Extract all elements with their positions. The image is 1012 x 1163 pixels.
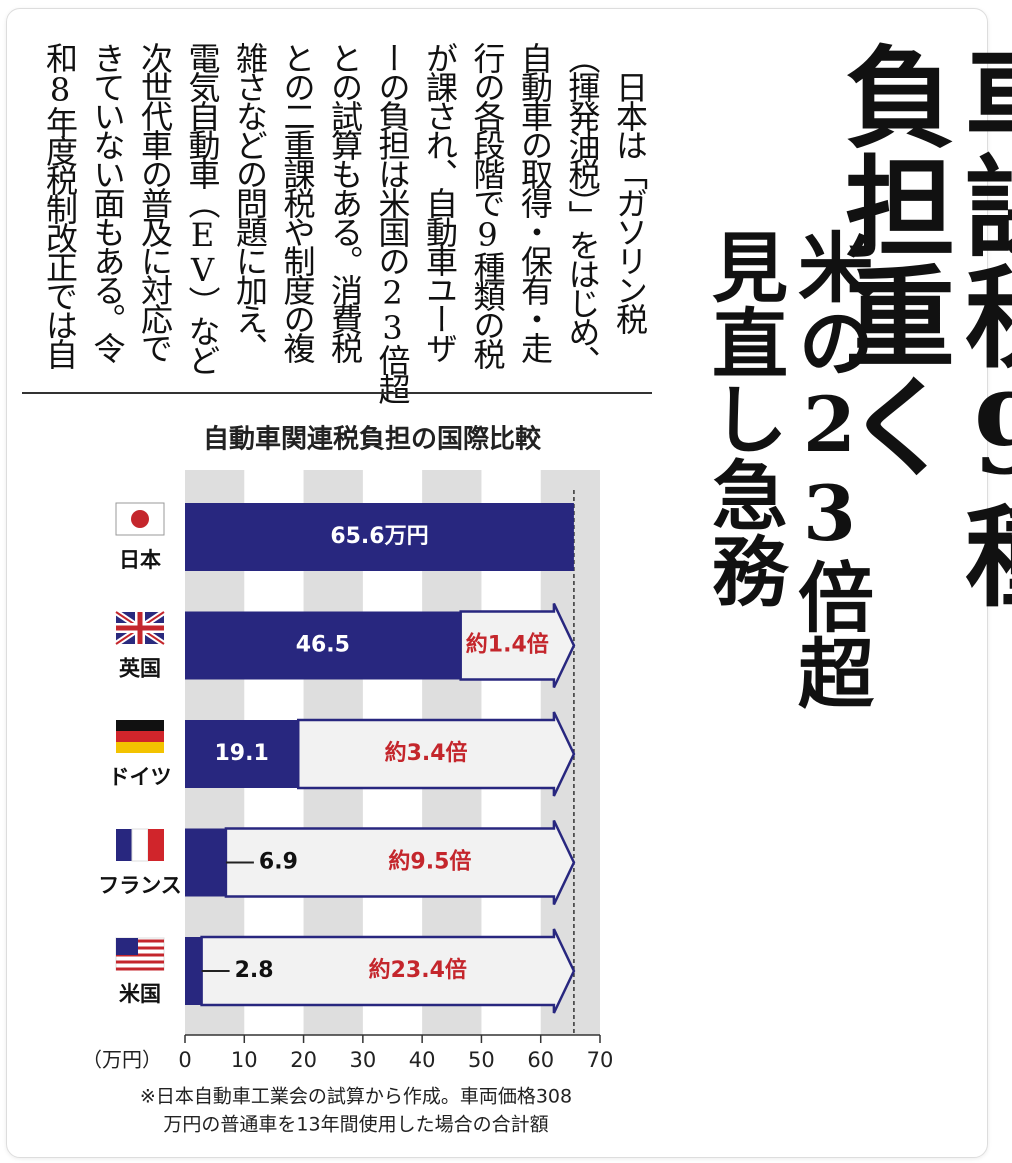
y-tick-label: 米国 — [119, 982, 161, 1006]
article-line: 自動車の取得・保有・走 — [516, 42, 554, 361]
x-tick-label: 10 — [231, 1048, 258, 1072]
article-line: が課され、自動車ユーザ — [421, 42, 459, 361]
ratio-arrow — [459, 602, 576, 689]
note: 万円の普通車を13年間使用した場合の合計額 — [163, 1114, 548, 1136]
ratio-arrow — [200, 928, 576, 1014]
flag-us — [115, 937, 165, 971]
article-line: 雑さなどの問題に加え、 — [231, 42, 269, 361]
y-tick-label: 英国 — [119, 657, 161, 681]
article-line: 日本は「ガソリン税 — [611, 42, 649, 332]
card — [6, 8, 988, 1158]
bar — [185, 720, 299, 788]
headline-part: 車課税9種 — [946, 40, 1012, 609]
value-label: 46.5 — [296, 633, 350, 658]
flag-uk — [114, 609, 166, 647]
y-tick-label: 日本 — [119, 548, 161, 572]
flag-france — [116, 828, 164, 862]
bar — [185, 503, 574, 571]
ratio-arrow — [296, 711, 576, 797]
article-line: 電気自動車（EV）など — [183, 42, 222, 373]
x-tick-label: 50 — [468, 1048, 495, 1072]
x-tick-label: 40 — [409, 1048, 436, 1072]
bar — [185, 828, 226, 897]
bar — [185, 611, 461, 680]
ratio-label: 約23.4倍 — [369, 957, 467, 983]
ratio-label: 約1.4倍 — [466, 632, 549, 658]
headline-part: 負担重く — [826, 40, 955, 480]
ratio-label: 約3.4倍 — [385, 740, 468, 766]
y-tick-label: フランス — [98, 874, 182, 898]
article-line: との試算もある。消費税 — [326, 42, 364, 361]
divider — [22, 392, 652, 394]
article-line: との二重課税や制度の複 — [278, 42, 317, 361]
note: ※日本自動車工業会の試算から作成。車両価格308 — [140, 1086, 572, 1108]
flag-japan-disc — [131, 510, 149, 528]
value-label: 19.1 — [214, 741, 268, 766]
article-line: （揮発油税）」をはじめ、 — [563, 42, 602, 374]
flags — [114, 502, 166, 971]
article-line: ーの負担は米国の23倍超 — [373, 42, 412, 402]
x-tick-label: 20 — [290, 1048, 317, 1072]
flag-germany — [116, 720, 164, 753]
headline-part: 見直し急務 — [699, 228, 788, 608]
sub-headline: 米の23倍超 見直し急務 — [699, 228, 874, 710]
value-label: 6.9 — [259, 850, 298, 875]
article-line: 次世代車の普及に対応で — [136, 42, 174, 361]
x-tick-label: 70 — [587, 1048, 614, 1072]
article-line: 和8年度税制改正では自 — [41, 42, 79, 367]
article-line: きていない面もある。令 — [88, 42, 127, 361]
ratio-arrow — [224, 819, 576, 906]
x-tick-label: 60 — [527, 1048, 554, 1072]
headline-part: 米の23倍超 — [785, 228, 874, 710]
x-tick-label: 30 — [349, 1048, 376, 1072]
value-label: 65.6万円 — [330, 524, 428, 549]
x-tick-label: 0 — [178, 1048, 191, 1072]
chart-title: 自動車関連税負担の国際比較 — [203, 424, 542, 455]
y-tick-label: ドイツ — [109, 765, 172, 789]
article-line: 行の各段階で9種類の税 — [468, 42, 507, 367]
value-label: 2.8 — [235, 958, 274, 983]
main-headline: 車課税9種 負担重く — [826, 40, 1012, 609]
bar — [185, 937, 202, 1005]
ratio-label: 約9.5倍 — [388, 849, 471, 875]
x-unit: （万円） — [82, 1048, 162, 1072]
